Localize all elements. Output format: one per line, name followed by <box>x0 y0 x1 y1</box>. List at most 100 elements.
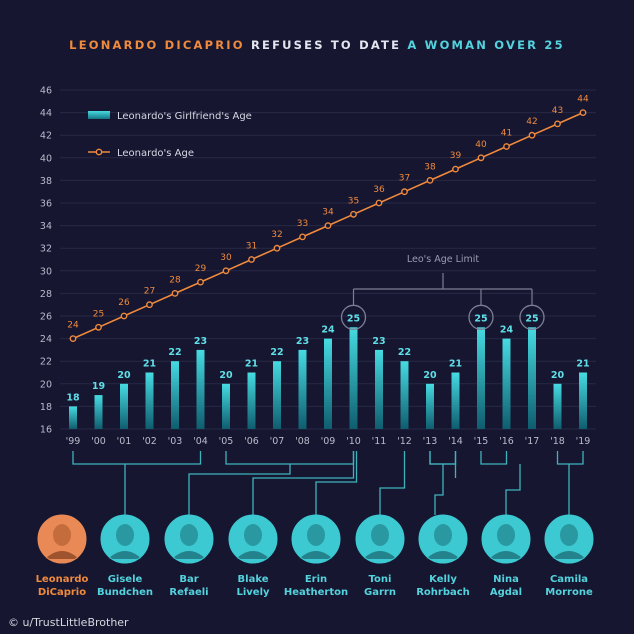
avatar-face <box>434 524 452 546</box>
avatar-shoulders <box>299 551 333 559</box>
y-tick-label: 20 <box>40 379 52 390</box>
person-name-last: Garrn <box>364 587 396 598</box>
leo-age-label: 24 <box>67 321 79 331</box>
avatar-ring <box>355 514 405 564</box>
leo-age-label: 31 <box>246 242 257 252</box>
x-tick-label: '06 <box>244 436 259 447</box>
person-name-first: Gisele <box>108 574 143 585</box>
y-tick-label: 22 <box>40 357 52 368</box>
person-name-last: Bundchen <box>97 587 153 598</box>
leo-age-label: 36 <box>373 185 385 195</box>
person-name-last: DiCaprio <box>38 587 86 598</box>
y-tick-label: 32 <box>40 244 52 255</box>
avatar-ring <box>418 514 468 564</box>
girlfriend-age-bar <box>273 361 281 429</box>
legend-label-leo: Leonardo's Age <box>117 148 194 159</box>
leo-age-point <box>528 131 536 139</box>
bar-value-label: 25 <box>347 313 360 324</box>
girlfriend-age-bar <box>400 361 409 429</box>
avatar-shoulders <box>45 551 79 559</box>
girlfriend-age-bar <box>451 372 460 429</box>
x-tick-label: '17 <box>525 436 540 447</box>
girlfriend-age-bar <box>69 406 77 429</box>
girlfriend-age-bar <box>502 338 511 429</box>
leo-age-point <box>452 165 459 173</box>
girlfriend-age-bar <box>528 327 536 429</box>
x-tick-label: '01 <box>117 436 132 447</box>
connector-erin <box>315 451 358 515</box>
girlfriend-age-bar <box>145 372 154 429</box>
avatar-ring <box>164 514 214 564</box>
x-tick-label: '05 <box>219 436 234 447</box>
leo-age-label: 34 <box>322 208 334 218</box>
avatar-ring <box>544 514 594 564</box>
bar-value-label: 24 <box>321 325 335 336</box>
person-name-last: Refaeli <box>169 587 208 598</box>
person-name-last: Lively <box>236 587 270 598</box>
bar-value-label: 22 <box>168 347 181 358</box>
girlfriend-age-bar <box>298 349 307 429</box>
girlfriend-age-bar <box>349 327 358 429</box>
relationship-bracket <box>556 451 584 465</box>
age-limit-highlight-circle <box>468 304 494 330</box>
legend-bar-swatch <box>88 111 110 119</box>
title-middle: REFUSES TO DATE <box>244 38 408 52</box>
leo-age-point <box>171 289 179 297</box>
person-name-first: Camila <box>550 574 588 585</box>
leo-age-label: 43 <box>552 106 563 116</box>
leo-age-point <box>554 120 561 128</box>
leo-age-point <box>69 335 77 342</box>
avatar-face <box>180 524 198 546</box>
x-tick-label: '14 <box>448 436 463 447</box>
title-name: LEONARDO DICAPRIO <box>69 38 245 52</box>
y-tick-label: 38 <box>40 176 52 187</box>
leo-age-point <box>477 154 485 162</box>
avatar-girlfriend <box>544 514 594 564</box>
y-tick-label: 28 <box>40 289 52 300</box>
avatar-ring <box>37 514 87 564</box>
connector-kelly <box>434 464 444 515</box>
avatar-face <box>53 524 71 546</box>
leo-age-label: 40 <box>475 140 487 150</box>
person-name-last: Morrone <box>545 587 593 598</box>
x-tick-label: '08 <box>295 436 310 447</box>
girlfriend-age-bar <box>553 383 562 429</box>
avatar-girlfriend <box>100 514 150 564</box>
connector-nina <box>505 464 521 515</box>
girlfriend-age-bar <box>324 338 332 429</box>
avatar-shoulders <box>172 551 206 559</box>
avatar-face <box>116 524 134 546</box>
leo-age-label: 35 <box>348 196 359 206</box>
leo-age-label: 25 <box>93 309 104 319</box>
avatar-girlfriend <box>418 514 468 564</box>
y-tick-label: 16 <box>40 425 52 436</box>
x-tick-label: '04 <box>193 436 208 447</box>
bar-value-label: 20 <box>551 370 565 381</box>
avatar-girlfriend <box>481 514 531 564</box>
leo-age-label: 29 <box>195 264 207 274</box>
girlfriend-age-bar <box>171 361 179 429</box>
bar-value-label: 23 <box>296 336 309 347</box>
age-limit-highlight-circle <box>340 304 367 330</box>
leo-age-point <box>146 301 153 309</box>
y-tick-label: 30 <box>40 266 52 277</box>
girlfriend-age-bar <box>426 383 434 429</box>
bar-value-label: 20 <box>219 370 233 381</box>
x-tick-label: '13 <box>423 436 438 447</box>
avatar-shoulders <box>236 551 270 559</box>
y-tick-label: 46 <box>40 86 52 97</box>
person-name-first: Leonardo <box>36 574 89 585</box>
avatar-face <box>244 524 262 546</box>
leo-age-point <box>299 233 306 241</box>
leo-age-label: 26 <box>118 298 130 308</box>
person-name-first: Toni <box>369 574 392 585</box>
leo-age-point <box>579 109 587 117</box>
x-tick-label: '07 <box>270 436 285 447</box>
person-name-first: Bar <box>179 574 198 585</box>
leo-age-label: 32 <box>271 230 282 240</box>
x-tick-label: '12 <box>397 436 412 447</box>
bar-value-label: 23 <box>372 336 385 347</box>
bar-value-label: 22 <box>270 347 283 358</box>
person-name-last: Rohrbach <box>416 587 470 598</box>
